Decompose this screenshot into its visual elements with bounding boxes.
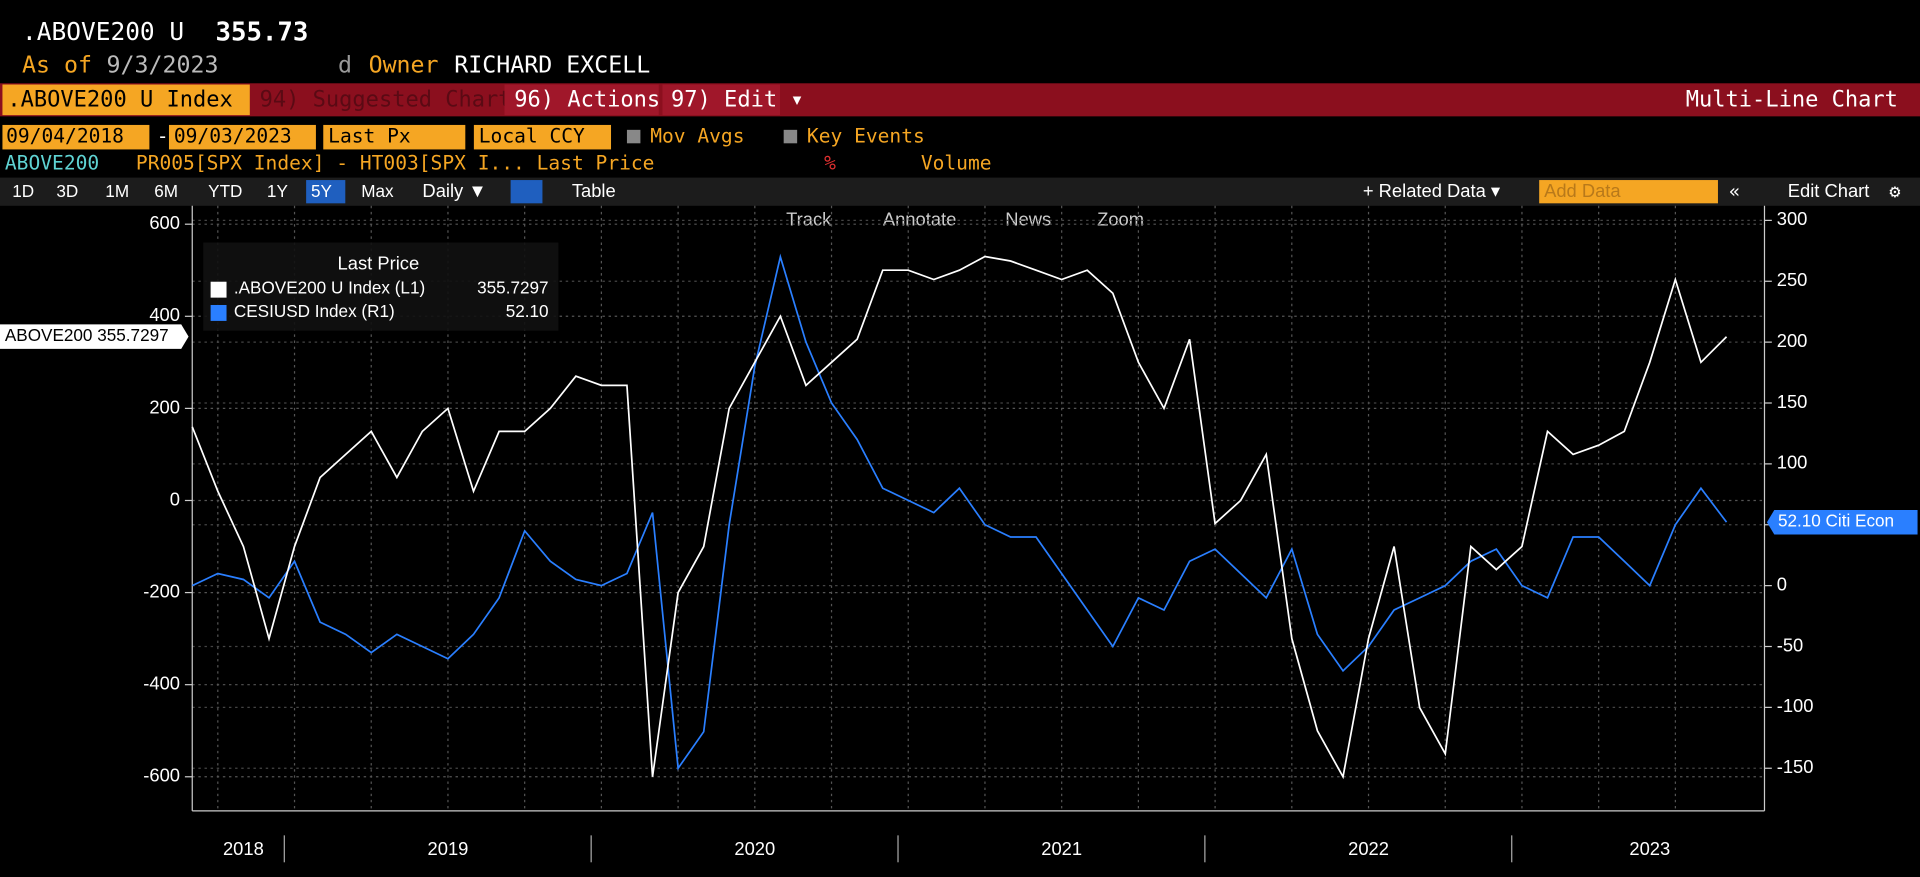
price: 355.73 [216,18,309,48]
period[interactable]: Max [361,181,394,201]
settings[interactable]: ⚙ [1889,181,1900,202]
chart-tool[interactable]: Track [786,208,832,229]
as-of: As of [22,52,92,79]
series-line [191,255,1728,780]
period[interactable]: 3D [56,181,78,201]
security-box[interactable] [2,84,250,116]
legend-swatch [210,281,227,298]
y2-tick-label: 150 [1777,391,1808,412]
period[interactable]: 1D [12,181,34,201]
series-line [191,253,1728,771]
right-tag: 52.10 Citi Econ [1778,511,1894,531]
frequency[interactable]: Daily ▼ [422,180,486,201]
left-tag-bg [0,324,189,349]
period[interactable]: 1Y [267,181,289,201]
y-tick-label: 400 [149,304,180,325]
owner: RICHARD EXCELL [454,52,650,79]
left-tag: ABOVE200 355.7297 [5,325,169,345]
legend-value: 52.10 [506,301,549,321]
end-date[interactable]: 09/03/2023 [174,125,292,148]
y2-tick-label: -100 [1777,695,1814,716]
y-tick-label: 0 [170,488,180,509]
x-tick-label: 2022 [1348,838,1389,859]
x-tick-label: 2021 [1041,838,1082,859]
ccy[interactable]: Local CCY [479,125,585,148]
row-pct: % [824,152,836,175]
start-date[interactable]: 09/04/2018 [6,125,124,148]
menubar [0,83,1920,117]
end-box[interactable] [168,124,316,150]
add-box[interactable] [1539,180,1718,204]
y-tick-label: -200 [143,580,180,601]
related[interactable]: + Related Data ▾ [1363,180,1501,201]
field[interactable]: Last Px [328,125,411,148]
legend-title: Last Price [338,252,420,273]
period[interactable]: YTD [208,181,242,201]
mov-avgs[interactable]: Mov Avgs [650,125,744,148]
legend-label: .ABOVE200 U Index (L1) [234,278,425,298]
row-ticker: ABOVE200 [5,152,99,175]
chart-tool[interactable]: Zoom [1097,208,1144,229]
legend-swatch [210,304,227,321]
x-tick-label: 2023 [1629,838,1670,859]
y2-tick-label: 0 [1777,573,1787,594]
legend-bg [203,242,559,331]
legend-value: 355.7297 [477,278,548,298]
y2-tick-label: -50 [1777,634,1804,655]
y-tick-label: 200 [149,396,180,417]
y-tick-label: 600 [149,212,180,233]
period[interactable]: 1M [105,181,129,201]
period[interactable]: 6M [154,181,178,201]
chart-tool[interactable]: News [1005,208,1051,229]
y2-tick-label: -150 [1777,756,1814,777]
y-tick-label: -600 [143,765,180,786]
line-icon[interactable] [510,180,543,204]
y2-tick-label: 300 [1777,208,1808,229]
dash: - [157,125,169,148]
y2-tick-label: 250 [1777,269,1808,290]
period[interactable]: 5Y [311,181,333,201]
row-volume: Volume [921,152,992,175]
table[interactable]: Table [572,180,616,201]
mov-check[interactable] [626,129,641,144]
edit-chart[interactable]: Edit Chart [1788,180,1870,201]
actions[interactable]: 96) Actions ▾ [514,87,686,112]
add-data[interactable]: Add Data [1544,180,1621,201]
chart-tool[interactable]: Annotate [883,208,957,229]
field-box[interactable] [323,124,466,150]
right-tag-bg [1766,509,1918,535]
y2-tick-label: 200 [1777,330,1808,351]
start-box[interactable] [2,124,150,150]
owner-label: Owner [369,52,439,79]
ticker: .ABOVE200 U [22,17,184,46]
d: d [338,52,352,79]
y2-tick-label: 100 [1777,452,1808,473]
x-tick-label: 2020 [734,838,775,859]
date: 9/3/2023 [107,52,219,79]
collapse[interactable]: « [1729,181,1740,202]
edit-box[interactable] [662,84,780,116]
key-events[interactable]: Key Events [807,125,925,148]
actions-box[interactable] [504,84,659,116]
y-tick-label: -400 [143,673,180,694]
suggested[interactable]: 94) Suggested Charts [260,87,525,112]
row-formula: PR005[SPX Index] - HT003[SPX I... Last P… [136,152,655,175]
edit[interactable]: 97) Edit ▾ [671,87,804,112]
ccy-box[interactable] [473,124,612,150]
legend-label: CESIUSD Index (R1) [234,301,395,321]
key-check[interactable] [783,129,798,144]
chart-type: Multi-Line Chart [1686,87,1898,112]
period-active [306,180,346,204]
x-tick-label: 2019 [428,838,469,859]
security[interactable]: .ABOVE200 U Index [7,87,232,112]
x-tick-label: 2018 [223,838,264,859]
